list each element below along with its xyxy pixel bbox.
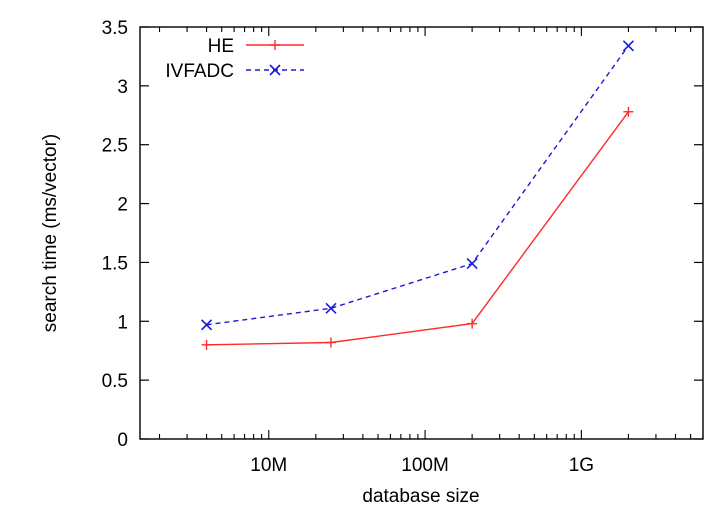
- legend-item-he: HE: [208, 36, 304, 57]
- x-tick-label: 100M: [401, 455, 449, 476]
- data-point-he: [325, 337, 336, 348]
- x-tick-label: 10M: [250, 455, 287, 476]
- y-tick-label: 2.5: [102, 136, 128, 157]
- series-line-ivfadc: [206, 45, 629, 326]
- y-tick-label: 0: [117, 430, 128, 451]
- data-point-ivfadc: [622, 40, 634, 52]
- y-axis-label: search time (ms/vector): [40, 134, 61, 332]
- series-he: [201, 106, 634, 350]
- plot-frame: [139, 26, 704, 440]
- data-point-he: [201, 339, 212, 350]
- data-point-ivfadc: [466, 258, 478, 270]
- legend-swatch-marker: [269, 64, 281, 76]
- data-point-ivfadc: [201, 319, 213, 331]
- x-axis-label: database size: [362, 486, 479, 507]
- y-tick-label: 0.5: [102, 371, 128, 392]
- y-axis-ticks: 0 0.5 1 1.5 2 2.5 3 3.5: [102, 18, 703, 451]
- x-tick-label: 1G: [569, 455, 594, 476]
- x-axis-ticks: 10M 100M 1G: [158, 27, 704, 476]
- y-tick-label: 3.5: [102, 18, 128, 39]
- legend-item-ivfadc: IVFADC: [165, 61, 304, 82]
- data-point-he: [623, 106, 634, 117]
- y-tick-label: 1.5: [102, 253, 128, 274]
- legend-swatch-marker: [270, 40, 280, 50]
- legend-label: HE: [208, 36, 234, 57]
- y-tick-label: 2: [117, 195, 128, 216]
- legend-label: IVFADC: [165, 61, 234, 82]
- series-line-he: [206, 111, 629, 346]
- data-point-he: [467, 318, 478, 329]
- y-tick-label: 3: [117, 77, 128, 98]
- data-point-ivfadc: [325, 302, 337, 314]
- legend: HE IVFADC: [165, 36, 304, 82]
- series-ivfadc: [201, 40, 634, 331]
- series-layer: [201, 40, 634, 350]
- y-tick-label: 1: [117, 312, 128, 333]
